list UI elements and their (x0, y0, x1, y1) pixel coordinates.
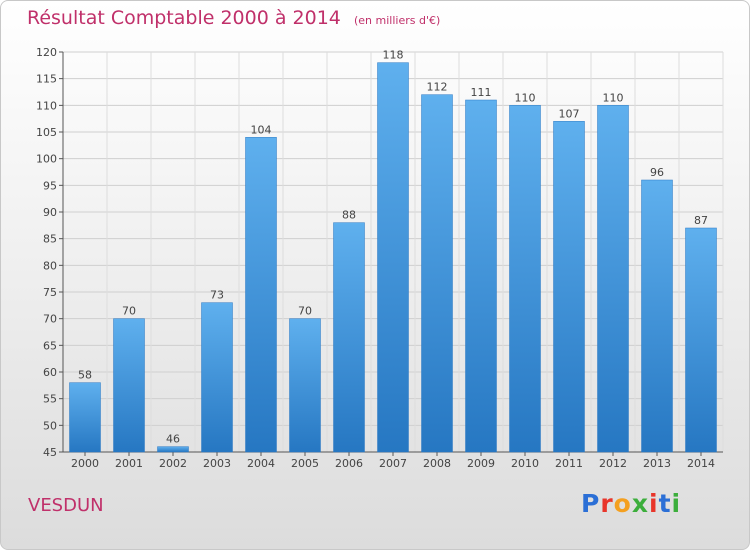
logo-letter: o (613, 489, 632, 518)
logo-letter: r (600, 489, 614, 518)
x-tick-label-2010: 2010 (511, 457, 539, 470)
x-tick-label-2011: 2011 (555, 457, 583, 470)
bar-2005 (289, 318, 321, 453)
bar-2006 (333, 222, 365, 453)
value-label-2002: 46 (166, 433, 180, 446)
value-label-2014: 87 (694, 214, 708, 227)
x-tick-label-2012: 2012 (599, 457, 627, 470)
x-tick-label-2006: 2006 (335, 457, 363, 470)
y-tick-label: 75 (43, 286, 57, 299)
proxiti-logo: Proxiti (581, 489, 681, 518)
y-tick-label: 90 (43, 206, 57, 219)
bar-2012 (597, 105, 629, 453)
x-tick-label-2000: 2000 (71, 457, 99, 470)
bar-2007 (377, 62, 409, 453)
x-tick-label-2008: 2008 (423, 457, 451, 470)
y-tick-label: 70 (43, 313, 57, 326)
value-label-2004: 104 (251, 123, 272, 136)
x-tick-label-2004: 2004 (247, 457, 275, 470)
y-tick-label: 65 (43, 339, 57, 352)
bar-2013 (641, 179, 673, 453)
bar-2004 (245, 137, 277, 453)
y-tick-label: 80 (43, 259, 57, 272)
value-label-2007: 118 (383, 49, 404, 62)
y-tick-label: 120 (36, 46, 57, 59)
bar-2011 (553, 121, 585, 453)
y-tick-label: 105 (36, 126, 57, 139)
commune-name: VESDUN (28, 495, 104, 516)
bar-2002 (157, 446, 189, 453)
value-label-2009: 111 (471, 86, 492, 99)
y-tick-label: 60 (43, 366, 57, 379)
x-tick-label-2009: 2009 (467, 457, 495, 470)
chart-title-main: Résultat Comptable 2000 à 2014 (27, 7, 341, 29)
value-label-2012: 110 (603, 91, 624, 104)
value-label-2013: 96 (650, 166, 664, 179)
value-label-2003: 73 (210, 289, 224, 302)
x-tick-label-2003: 2003 (203, 457, 231, 470)
bar-2001 (113, 318, 145, 453)
y-tick-label: 115 (36, 73, 57, 86)
x-tick-label-2001: 2001 (115, 457, 143, 470)
y-tick-label: 50 (43, 419, 57, 432)
y-tick-label: 95 (43, 179, 57, 192)
bar-2008 (421, 94, 453, 453)
bar-2000 (69, 382, 101, 453)
value-labels: 58 70 46 73 104 70 88 118 112 111 110 107 110 96 87 (78, 49, 708, 446)
chart-title: Résultat Comptable 2000 à 2014 (en milli… (27, 7, 440, 29)
value-label-2005: 70 (298, 305, 312, 318)
value-label-2001: 70 (122, 305, 136, 318)
logo-letter: P (581, 489, 601, 518)
x-tick-label-2007: 2007 (379, 457, 407, 470)
value-label-2011: 107 (559, 107, 580, 120)
x-tick-label-2005: 2005 (291, 457, 319, 470)
y-tick-label: 110 (36, 99, 57, 112)
y-tick-label: 45 (43, 446, 57, 459)
value-label-2008: 112 (427, 81, 448, 94)
bar-2014 (685, 227, 717, 453)
bar-2003 (201, 302, 233, 453)
x-tick-label-2014: 2014 (687, 457, 715, 470)
chart-title-unit: (en milliers d'€) (353, 14, 441, 27)
value-label-2000: 58 (78, 369, 92, 382)
y-tick-label: 100 (36, 153, 57, 166)
logo-letter: i (671, 489, 682, 518)
logo-letter: i (649, 489, 659, 518)
bars (69, 62, 717, 453)
y-tick-label: 55 (43, 393, 57, 406)
logo-letter: x (631, 489, 649, 518)
value-label-2010: 110 (515, 91, 536, 104)
bar-2010 (509, 105, 541, 453)
value-label-2006: 88 (342, 209, 356, 222)
y-tick-label: 85 (43, 233, 57, 246)
bar-2009 (465, 99, 497, 453)
x-tick-label-2002: 2002 (159, 457, 187, 470)
x-tick-label-2013: 2013 (643, 457, 671, 470)
logo-letter: t (658, 489, 672, 518)
